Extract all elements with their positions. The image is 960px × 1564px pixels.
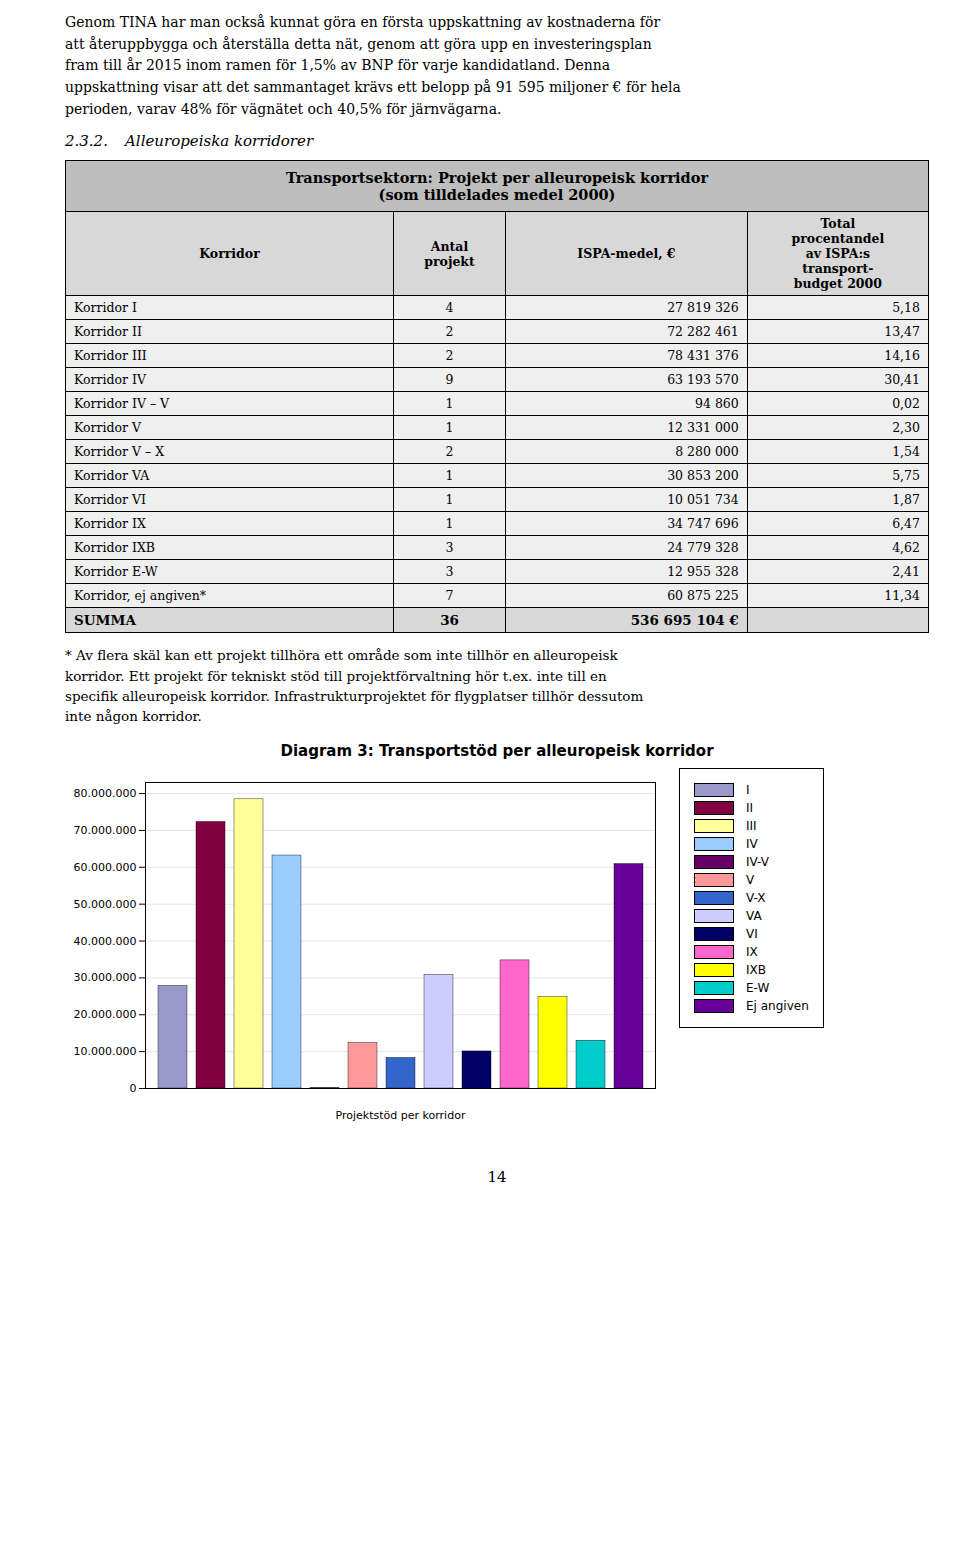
html-text:6,47: 6,47: [892, 516, 920, 532]
html-text:4,62: 4,62: [892, 540, 920, 556]
html-text:Korridor V – X: Korridor V – X: [74, 444, 165, 460]
html-text:2: 2: [445, 348, 454, 364]
html-text:ISPA-medel, €: ISPA-medel, €: [577, 246, 676, 262]
html-text:VI: VI: [746, 927, 758, 942]
html-text:2: 2: [445, 444, 454, 460]
svg-text:40.000.000: 40.000.000: [74, 935, 137, 948]
html-text:I: I: [746, 783, 750, 798]
html-text:2.3.2.: 2.3.2.: [65, 132, 108, 151]
svg-text:Projektstöd per korridor: Projektstöd per korridor: [336, 1109, 466, 1122]
html-text:27 819 326: 27 819 326: [667, 300, 739, 316]
html-text:Korridor II: Korridor II: [74, 324, 142, 340]
html-text:Korridor V: Korridor V: [74, 420, 141, 436]
html-text:Ej angiven: Ej angiven: [746, 999, 809, 1014]
html-text:1,54: 1,54: [892, 444, 920, 460]
html-text:III: III: [746, 819, 757, 834]
html-text:10 051 734: 10 051 734: [667, 492, 739, 508]
html-text:3: 3: [445, 540, 454, 556]
html-text:* Av flera skäl kan ett projek: * Av flera skäl kan ett projekt tillhöra…: [65, 647, 644, 725]
html-text:1: 1: [445, 492, 454, 508]
html-text:2,30: 2,30: [892, 420, 920, 436]
html-text:30,41: 30,41: [884, 372, 920, 388]
html-text:Alleuropeiska korridorer: Alleuropeiska korridorer: [125, 132, 314, 151]
html-text:Korridor E-W: Korridor E-W: [74, 564, 158, 580]
html-text:E-W: E-W: [746, 981, 770, 996]
html-text:SUMMA: SUMMA: [74, 612, 136, 629]
html-text:36: 36: [440, 612, 459, 629]
html-text:IV-V: IV-V: [746, 855, 769, 870]
html-text:Korridor, ej angiven*: Korridor, ej angiven*: [74, 588, 207, 604]
html-text:1: 1: [445, 420, 454, 436]
html-text:1: 1: [445, 396, 454, 412]
html-text:5,18: 5,18: [892, 300, 920, 316]
html-text:Diagram 3: Transportstöd per a: Diagram 3: Transportstöd per alleuropeis…: [280, 742, 714, 761]
svg-text:30.000.000: 30.000.000: [74, 972, 137, 985]
html-text:Genom TINA har man också kunna: Genom TINA har man också kunnat göra en …: [65, 14, 681, 117]
html-text:11,34: 11,34: [884, 588, 920, 604]
html-text:IX: IX: [746, 945, 758, 960]
svg-text:10.000.000: 10.000.000: [74, 1046, 137, 1059]
html-text:8 280 000: 8 280 000: [675, 444, 739, 460]
svg-text:0: 0: [130, 1082, 137, 1095]
html-text:78 431 376: 78 431 376: [667, 348, 739, 364]
html-text:Total procentandel av ISPA:s t: Total procentandel av ISPA:s transport- …: [791, 216, 885, 292]
html-text:13,47: 13,47: [884, 324, 920, 340]
html-text:72 282 461: 72 282 461: [667, 324, 739, 340]
html-text:94 860: 94 860: [695, 396, 739, 412]
html-text:14: 14: [487, 1168, 507, 1187]
html-text:60 875 225: 60 875 225: [667, 588, 739, 604]
html-text:24 779 328: 24 779 328: [667, 540, 739, 556]
html-text:63 193 570: 63 193 570: [667, 372, 739, 388]
html-text:12 955 328: 12 955 328: [667, 564, 739, 580]
html-text:II: II: [746, 801, 754, 816]
html-text:7: 7: [445, 588, 454, 604]
html-text:Korridor I: Korridor I: [74, 300, 137, 316]
html-text:Korridor IV – V: Korridor IV – V: [74, 396, 170, 412]
html-text:1: 1: [445, 468, 454, 484]
html-text:VA: VA: [746, 909, 762, 924]
html-text:14,16: 14,16: [884, 348, 920, 364]
html-text:9: 9: [445, 372, 454, 388]
html-text:2: 2: [445, 324, 454, 340]
html-text:Antal projekt: Antal projekt: [424, 238, 475, 269]
html-text:1: 1: [445, 516, 454, 532]
html-text:536 695 104 €: 536 695 104 €: [630, 612, 739, 629]
html-text:2,41: 2,41: [892, 564, 920, 580]
html-text:IXB: IXB: [746, 963, 766, 978]
html-text:Korridor VI: Korridor VI: [74, 492, 146, 508]
html-text:34 747 696: 34 747 696: [667, 516, 739, 532]
html-text:Korridor IXB: Korridor IXB: [74, 540, 155, 556]
svg-text:70.000.000: 70.000.000: [74, 824, 137, 837]
html-text:1,87: 1,87: [892, 492, 920, 508]
html-text:Korridor: Korridor: [199, 246, 260, 262]
html-text:Korridor VA: Korridor VA: [74, 468, 150, 484]
svg-text:80.000.000: 80.000.000: [74, 788, 137, 801]
html-text:Transportsektorn: Projekt per: Transportsektorn: Projekt per alleuropei…: [285, 169, 709, 204]
html-text:Korridor IX: Korridor IX: [74, 516, 146, 532]
html-text:V: V: [746, 873, 755, 888]
svg-text:20.000.000: 20.000.000: [74, 1009, 137, 1022]
html-text:0,02: 0,02: [892, 396, 920, 412]
html-text:IV: IV: [746, 837, 758, 852]
html-text:30 853 200: 30 853 200: [667, 468, 739, 484]
svg-text:50.000.000: 50.000.000: [74, 898, 137, 911]
html-text:Korridor IV: Korridor IV: [74, 372, 146, 388]
html-text:12 331 000: 12 331 000: [667, 420, 739, 436]
svg-text:60.000.000: 60.000.000: [74, 861, 137, 874]
html-text:3: 3: [445, 564, 454, 580]
html-text:4: 4: [445, 300, 454, 316]
html-text:V-X: V-X: [746, 891, 766, 906]
html-text:5,75: 5,75: [892, 468, 920, 484]
html-text:Korridor III: Korridor III: [74, 348, 147, 364]
